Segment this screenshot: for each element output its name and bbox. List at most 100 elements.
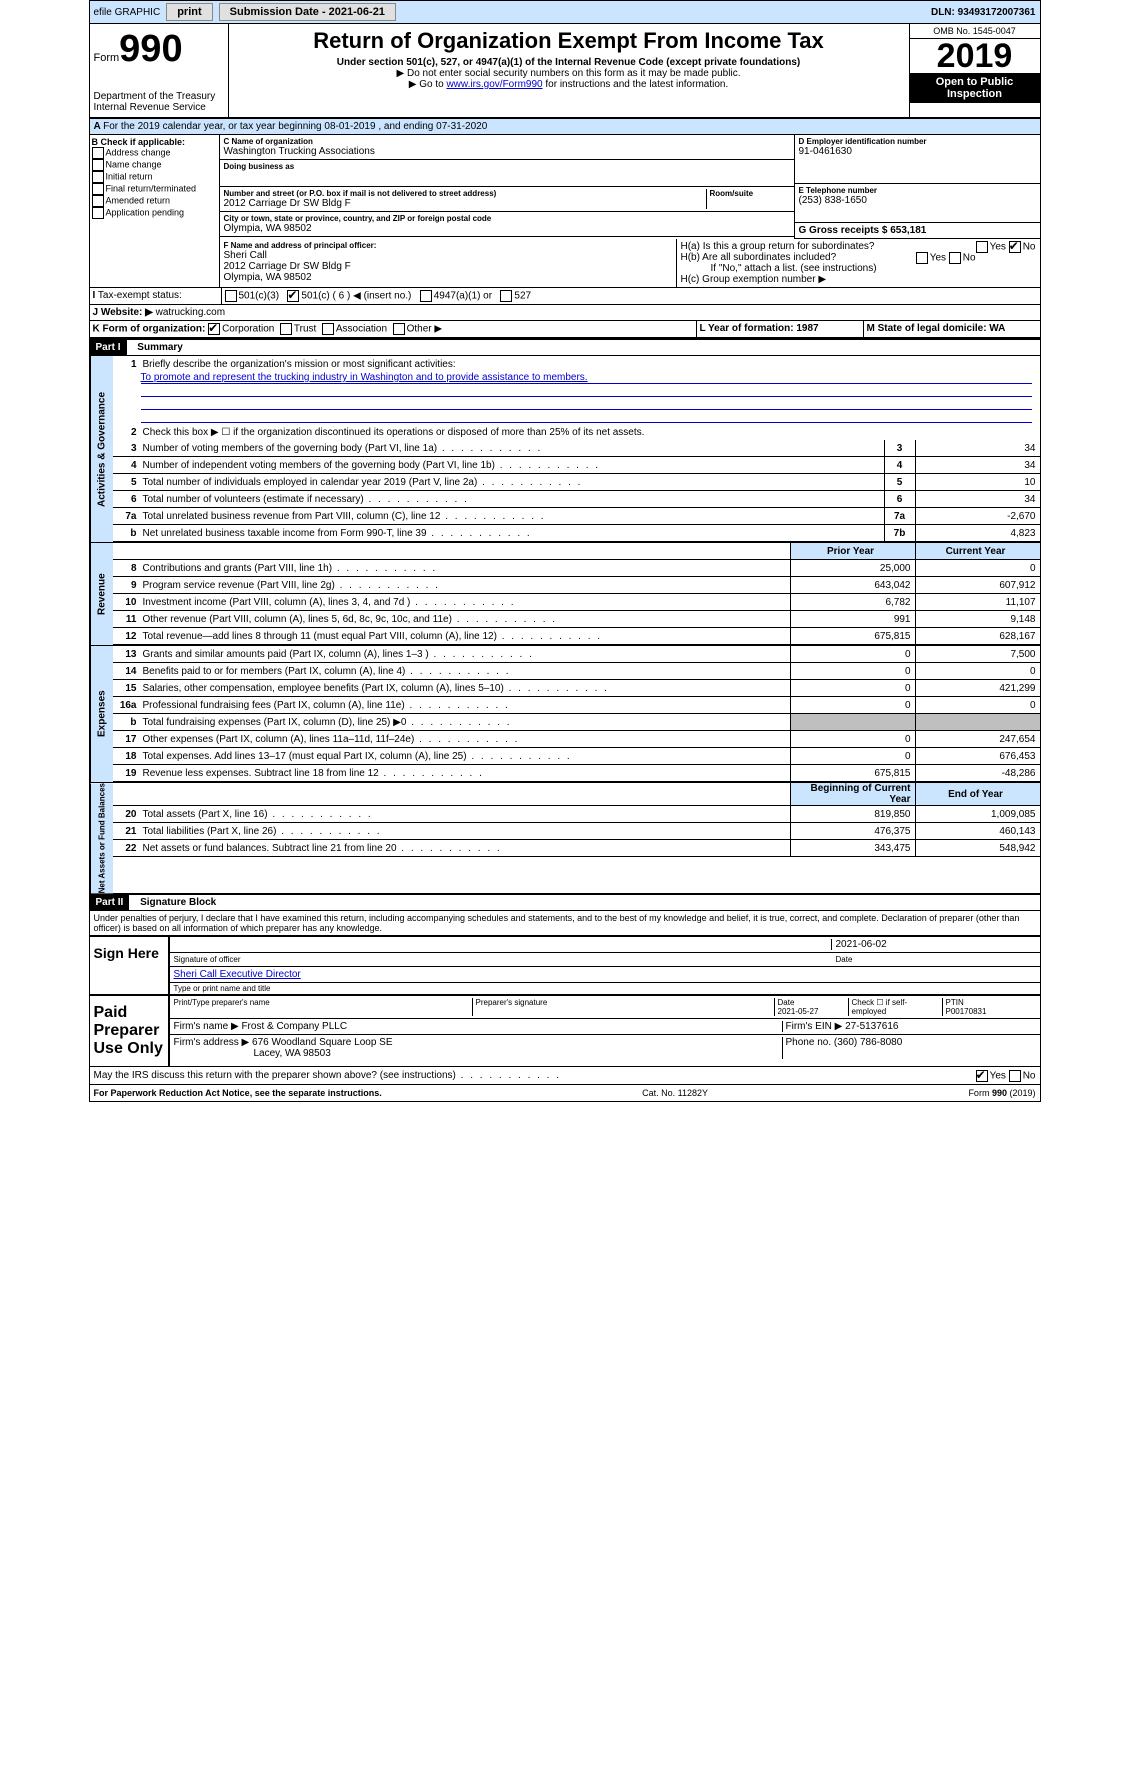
website-value: watrucking.com [156,307,225,318]
revenue-vlabel: Revenue [90,543,113,645]
tax-status-lbl: Tax-exempt status: [98,290,182,301]
print-button[interactable]: print [166,3,212,21]
part2-bar: Part II [90,895,130,910]
section-i: I Tax-exempt status: 501(c)(3) 501(c) ( … [90,288,1040,305]
sign-here-lbl: Sign Here [90,937,170,994]
name-change-checkbox[interactable] [92,159,104,171]
firm-addr-lbl: Firm's address ▶ [174,1037,250,1048]
prep-sig-hdr: Preparer's signature [473,998,775,1016]
subtitle-1: Under section 501(c), 527, or 4947(a)(1)… [233,57,905,68]
final-return-checkbox[interactable] [92,183,104,195]
section-b: B Check if applicable: Address change Na… [90,135,220,239]
tax-year: 2019 [910,39,1040,73]
sign-date-lbl: Date [832,955,1036,964]
final-return-lbl: Final return/terminated [106,183,197,193]
city-state-zip: Olympia, WA 98502 [224,223,790,234]
data-row: 10Investment income (Part VIII, column (… [113,594,1040,611]
data-row: 15Salaries, other compensation, employee… [113,680,1040,697]
h-a: H(a) Is this a group return for subordin… [681,241,1036,252]
gov-row: 6Total number of volunteers (estimate if… [113,491,1040,508]
expenses-section: Expenses 13Grants and similar amounts pa… [90,645,1040,782]
room-lbl: Room/suite [710,189,790,198]
discuss-row: May the IRS discuss this return with the… [90,1066,1040,1084]
firm-ein: 27-5137616 [845,1021,898,1032]
hb-yes-checkbox[interactable] [916,252,928,264]
h-c: H(c) Group exemption number ▶ [681,274,1036,285]
street-address: 2012 Carriage Dr SW Bldg F [224,198,706,209]
org-name-lbl: C Name of organization [224,137,790,146]
website-lbl: Website: ▶ [101,307,153,318]
irs-link[interactable]: www.irs.gov/Form990 [446,79,542,90]
501c3-checkbox[interactable] [225,290,237,302]
mission-lbl: Briefly describe the organization's miss… [141,359,1040,370]
revenue-section: Revenue Prior YearCurrent Year 8Contribu… [90,542,1040,645]
org-name: Washington Trucking Associations [224,146,790,157]
dln-label: DLN: 93493172007361 [931,7,1036,18]
firm-name: Frost & Company PLLC [241,1021,347,1032]
trust-checkbox[interactable] [280,323,292,335]
initial-return-lbl: Initial return [106,171,153,181]
initial-return-checkbox[interactable] [92,171,104,183]
app-pending-checkbox[interactable] [92,207,104,219]
form-no-footer: 990 [992,1088,1007,1098]
addr-change-checkbox[interactable] [92,147,104,159]
h-b: H(b) Are all subordinates included? Yes … [681,252,1036,263]
prior-year-hdr: Prior Year [790,543,915,559]
data-row: 8Contributions and grants (Part VIII, li… [113,560,1040,577]
officer-lbl: F Name and address of principal officer: [224,241,672,250]
501c3-lbl: 501(c)(3) [239,291,280,302]
data-row: 11Other revenue (Part VIII, column (A), … [113,611,1040,628]
trust-lbl: Trust [294,324,316,335]
top-toolbar: efile GRAPHIC print Submission Date - 20… [90,1,1040,24]
corp-lbl: Corporation [222,324,274,335]
ha-yes-checkbox[interactable] [976,241,988,253]
subtitle-2: ▶ Do not enter social security numbers o… [233,68,905,79]
501c-checkbox[interactable] [287,290,299,302]
dba-lbl: Doing business as [224,162,790,171]
data-row: 9Program service revenue (Part VIII, lin… [113,577,1040,594]
ha-no-checkbox[interactable] [1009,241,1021,253]
data-row: 17Other expenses (Part IX, column (A), l… [113,731,1040,748]
data-row: 22Net assets or fund balances. Subtract … [113,840,1040,857]
527-checkbox[interactable] [500,290,512,302]
officer-name: Sheri Call [224,250,672,261]
form-label: Form [94,52,120,64]
other-checkbox[interactable] [393,323,405,335]
discuss-no-checkbox[interactable] [1009,1070,1021,1082]
527-lbl: 527 [514,291,531,302]
end-year-hdr: End of Year [915,783,1040,805]
gov-row: 3Number of voting members of the governi… [113,440,1040,457]
firm-lbl: Firm's name ▶ [174,1021,239,1032]
prep-name-hdr: Print/Type preparer's name [174,998,473,1016]
4947-checkbox[interactable] [420,290,432,302]
discuss-yes-checkbox[interactable] [976,1070,988,1082]
officer-city: Olympia, WA 98502 [224,272,672,283]
data-row: 14Benefits paid to or for members (Part … [113,663,1040,680]
name-change-lbl: Name change [106,159,162,169]
amended-checkbox[interactable] [92,195,104,207]
form-number: 990 [119,28,182,70]
page-footer: For Paperwork Reduction Act Notice, see … [90,1084,1040,1101]
4947-lbl: 4947(a)(1) or [434,291,492,302]
efile-label: efile GRAPHIC [94,7,161,18]
gov-row: bNet unrelated business taxable income f… [113,525,1040,542]
submission-date-button[interactable]: Submission Date - 2021-06-21 [219,3,396,21]
goto-pre: ▶ Go to [409,79,447,90]
data-row: 18Total expenses. Add lines 13–17 (must … [113,748,1040,765]
officer-addr: 2012 Carriage Dr SW Bldg F [224,261,672,272]
corp-checkbox[interactable] [208,323,220,335]
k-lbl: K Form of organization: [93,324,206,335]
begin-year-hdr: Beginning of Current Year [790,783,915,805]
discuss-yes-lbl: Yes [990,1071,1006,1082]
addr-lbl: Number and street (or P.O. box if mail i… [224,189,706,198]
hb-no-checkbox[interactable] [949,252,961,264]
data-row: 20Total assets (Part X, line 16)819,8501… [113,806,1040,823]
subtitle-3: ▶ Go to www.irs.gov/Form990 for instruct… [233,79,905,90]
governance-vlabel: Activities & Governance [90,356,113,542]
cat-no: Cat. No. 11282Y [642,1088,708,1098]
pra-notice: For Paperwork Reduction Act Notice, see … [94,1088,382,1098]
paid-preparer-lbl: Paid Preparer Use Only [90,996,170,1066]
assoc-checkbox[interactable] [322,323,334,335]
assoc-lbl: Association [336,324,387,335]
city-lbl: City or town, state or province, country… [224,214,790,223]
